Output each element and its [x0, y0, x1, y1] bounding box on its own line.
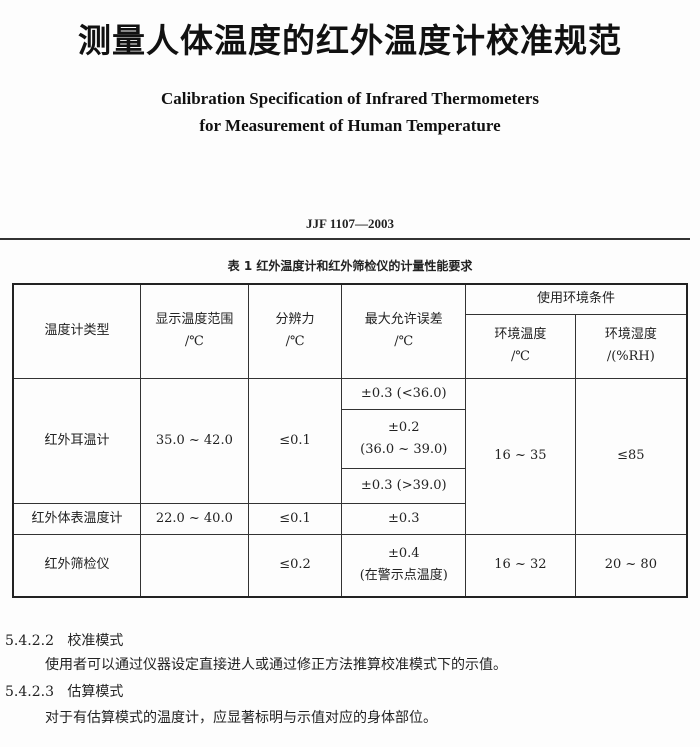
cell-env-temp: 16 ~ 35	[465, 377, 576, 535]
cell-type: 红外体表温度计	[12, 502, 142, 535]
cell-error: ±0.3 (>39.0)	[341, 467, 467, 504]
english-title-line-1: Calibration Specification of Infrared Th…	[160, 89, 540, 108]
cell-type: 红外筛检仪	[12, 533, 142, 598]
section-text: 使用者可以通过仪器设定直接进人或通过修正方法推算校准模式下的示值。	[45, 657, 507, 673]
divider	[0, 238, 690, 240]
header-env-humidity: 环境湿度/(%RH)	[574, 313, 688, 379]
cell-range	[140, 533, 249, 598]
cell-error: ±0.4 (在警示点温度)	[341, 533, 467, 598]
table-row: 红外筛检仪 ≤0.2 ±0.4 (在警示点温度) 16 ~ 32 20 ~ 80	[12, 533, 688, 598]
section-text: 对于有估算模式的温度计，应显著标明与示值对应的身体部位。	[45, 710, 437, 726]
header-type: 温度计类型	[12, 283, 142, 379]
header-max-error: 最大允许误差/℃	[341, 283, 467, 379]
cell-env-temp: 16 ~ 32	[465, 533, 576, 598]
section-heading: 5.4.2.3 估算模式	[5, 684, 124, 700]
section-heading: 5.4.2.2 校准模式	[5, 633, 124, 649]
cell-range: 22.0 ~ 40.0	[140, 502, 249, 535]
cell-resolution: ≤0.2	[247, 533, 343, 598]
cell-resolution: ≤0.1	[247, 502, 343, 535]
performance-table: 温度计类型 显示温度范围/℃ 分辨力/℃ 最大允许误差/℃ 使用环境条件 环境温…	[12, 283, 688, 598]
header-env-temp: 环境温度/℃	[465, 313, 576, 379]
table-row: ±0.2 (36.0 ~ 39.0)	[13, 408, 687, 469]
table-row: 红外体表温度计 22.0 ~ 40.0 ≤0.1 ±0.3	[12, 502, 687, 535]
cell-error: ±0.3	[341, 502, 467, 535]
table-caption: 表 1 红外温度计和红外筛检仪的计量性能要求	[227, 259, 473, 273]
cell-error: ±0.2 (36.0 ~ 39.0)	[341, 408, 467, 469]
cell-env-humidity: ≤85	[574, 377, 688, 535]
table-row: 红外耳温计 35.0 ~ 42.0 ≤0.1 ±0.3 (<36.0) 16 ~…	[12, 377, 688, 535]
cell-range: 35.0 ~ 42.0	[140, 377, 249, 504]
cell-error: ±0.3 (<36.0)	[341, 377, 467, 410]
header-resolution: 分辨力/℃	[247, 283, 343, 379]
document-title: 测量人体温度的红外温度计校准规范	[78, 21, 622, 60]
cell-resolution: ≤0.1	[247, 377, 343, 504]
english-title-line-2: for Measurement of Human Temperature	[199, 116, 501, 135]
cell-type: 红外耳温计	[12, 377, 142, 504]
cell-env-humidity: 20 ~ 80	[574, 533, 688, 598]
standard-number: JJF 1107—2003	[306, 216, 394, 231]
table-row: ±0.3 (>39.0)	[13, 467, 687, 504]
header-env: 使用环境条件	[465, 283, 688, 315]
header-range: 显示温度范围/℃	[140, 283, 249, 379]
